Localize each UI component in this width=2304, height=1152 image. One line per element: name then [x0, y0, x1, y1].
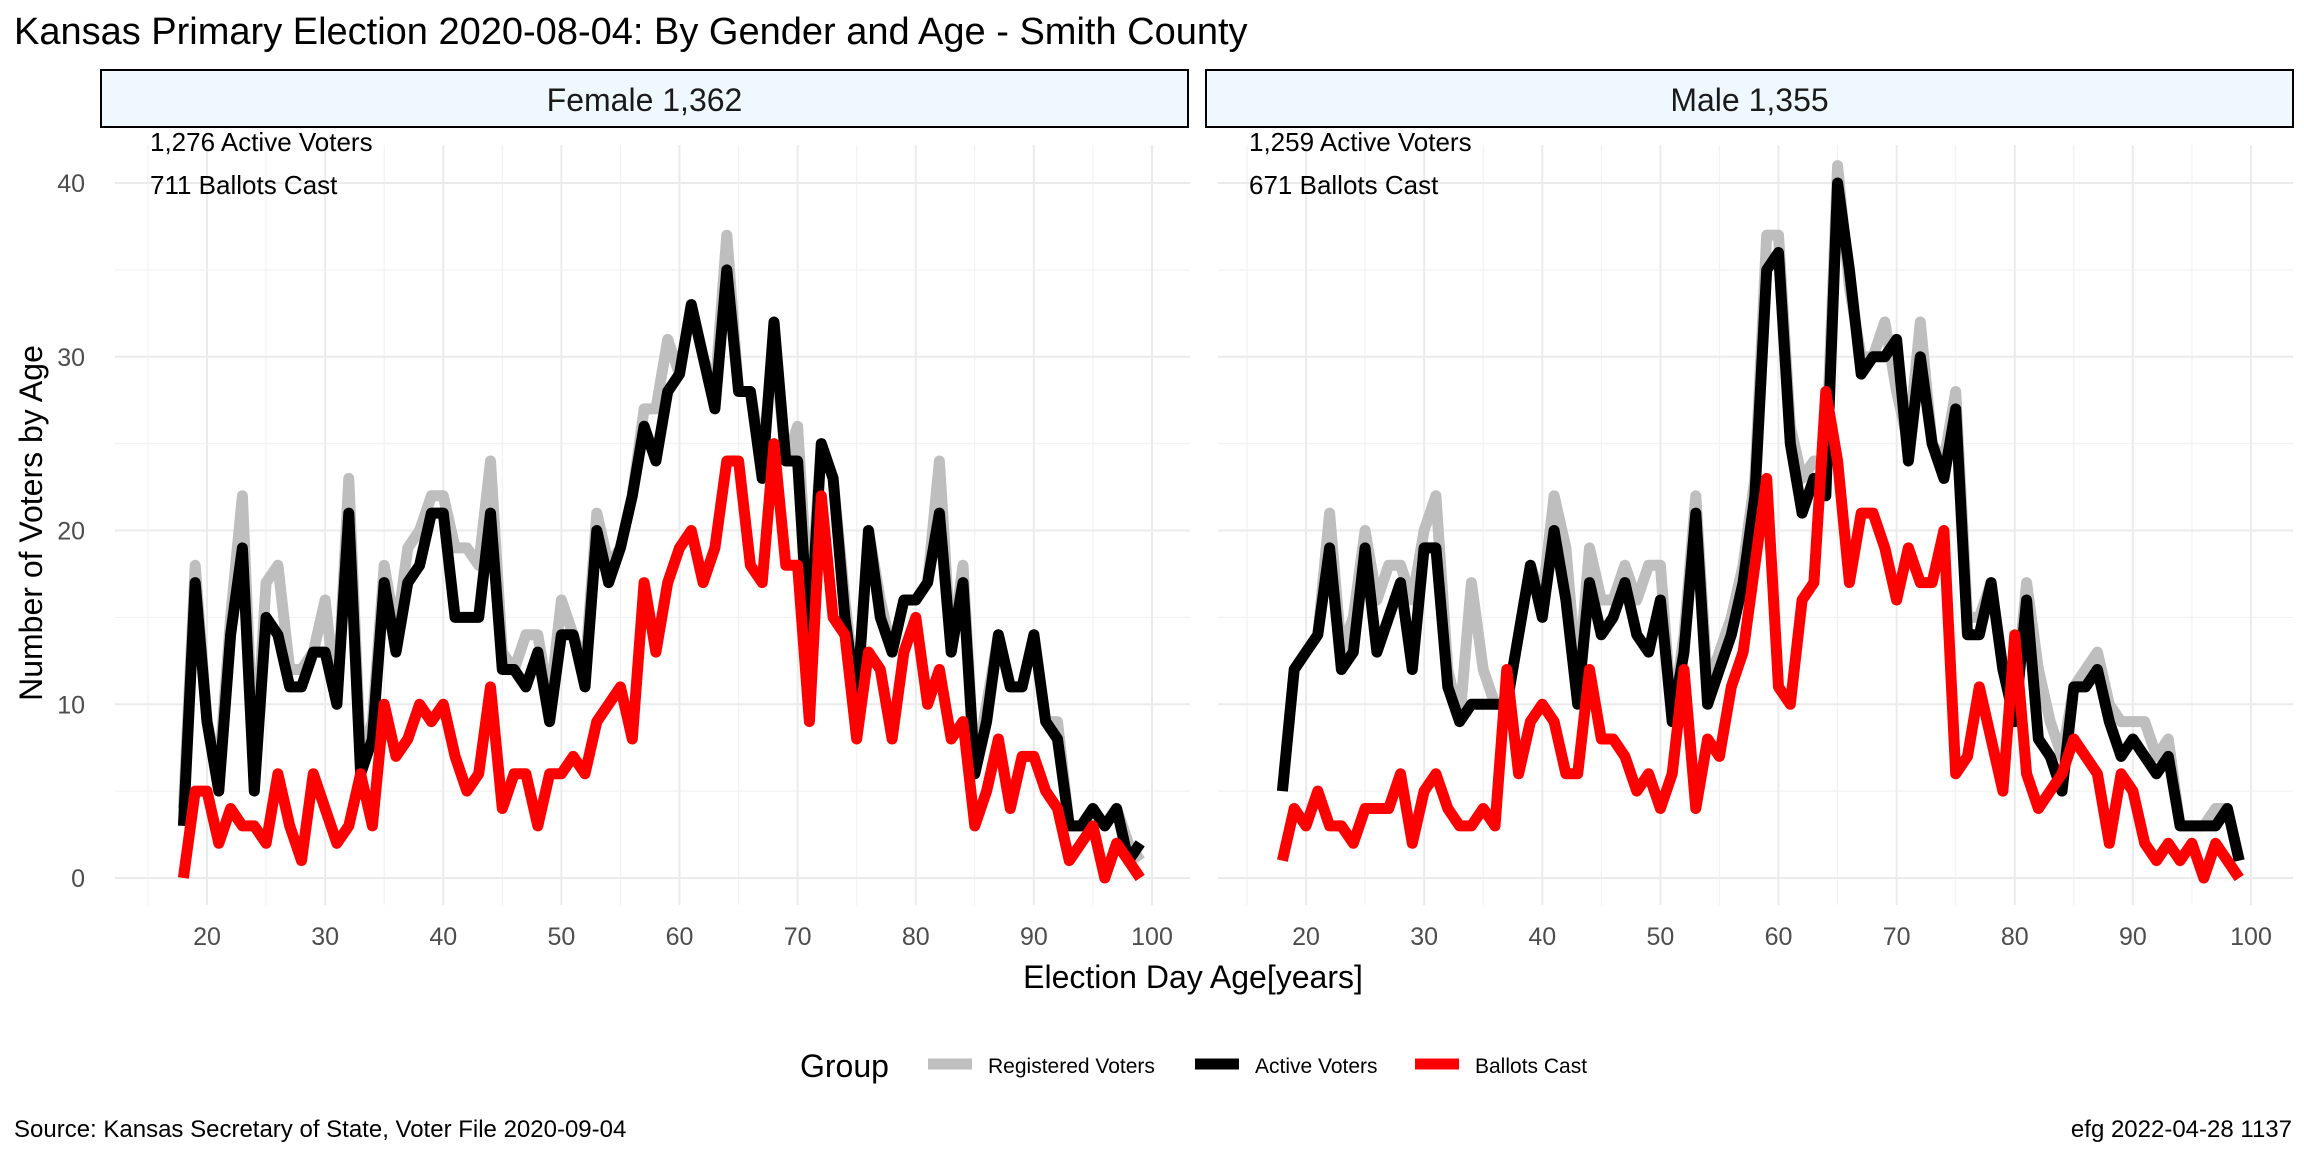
- panel-annotation: 1,276 Active Voters: [150, 127, 373, 157]
- facet-strip: [100, 69, 1189, 128]
- axes-text: 20 30 40 50 60 70 80 90 100 20 30 40 50 60 70 80 90 100 0 1…: [57, 170, 2272, 951]
- x-tick-label: 90: [2119, 923, 2147, 951]
- x-tick-label: 90: [1020, 923, 1048, 951]
- timestamp-note: efg 2022-04-28 1137: [2071, 1116, 2292, 1143]
- series-line-ballots-cast: [177, 438, 1145, 884]
- chart-title: Kansas Primary Election 2020-08-04: By G…: [14, 11, 1248, 53]
- y-tick-label: 20: [57, 518, 85, 546]
- panels: Female 1,362 1,276 Active Voters 711 Ballo…: [100, 69, 2294, 905]
- panel-annotation: 711 Ballots Cast: [150, 170, 338, 200]
- y-tick-label: 10: [57, 691, 85, 719]
- x-tick-label: 70: [1883, 923, 1911, 951]
- facet-label: Male 1,355: [1670, 82, 1828, 118]
- facet-strip: [1205, 69, 2294, 128]
- x-tick-label: 70: [784, 923, 812, 951]
- panel-male: Male 1,355 1,259 Active Voters 671 Ballots…: [1205, 69, 2294, 905]
- legend-label: Active Voters: [1255, 1055, 1378, 1078]
- x-tick-label: 80: [902, 923, 930, 951]
- source-note: Source: Kansas Secretary of State, Voter…: [14, 1116, 626, 1143]
- y-tick-label: 30: [57, 344, 85, 372]
- panel-annotation: 671 Ballots Cast: [1249, 170, 1439, 200]
- x-tick-label: 30: [311, 923, 339, 951]
- legend-label: Registered Voters: [988, 1055, 1155, 1078]
- x-tick-label: 80: [2001, 923, 2029, 951]
- x-tick-label: 30: [1410, 923, 1438, 951]
- x-tick-label: 100: [1131, 923, 1173, 951]
- panel-female: Female 1,362 1,276 Active Voters 711 Ballo…: [100, 69, 1190, 905]
- y-axis-label: Number of Voters by Age: [13, 345, 49, 701]
- legend-label: Ballots Cast: [1475, 1055, 1587, 1078]
- x-tick-label: 20: [1292, 923, 1320, 951]
- x-tick-label: 20: [193, 923, 221, 951]
- series-line-active-voters: [177, 264, 1145, 867]
- y-tick-label: 40: [57, 170, 85, 198]
- legend-title: Group: [800, 1048, 889, 1084]
- series-line-ballots-cast: [1277, 386, 2244, 884]
- x-tick-label: 60: [666, 923, 694, 951]
- x-tick-label: 40: [429, 923, 457, 951]
- y-tick-label: 0: [71, 865, 85, 893]
- x-tick-label: 50: [547, 923, 575, 951]
- series-line-active-voters: [1276, 177, 2245, 862]
- x-tick-label: 60: [1765, 923, 1793, 951]
- x-tick-label: 100: [2230, 923, 2272, 951]
- x-axis-label: Election Day Age[years]: [1023, 959, 1363, 995]
- x-tick-label: 40: [1528, 923, 1556, 951]
- facet-label: Female 1,362: [547, 82, 743, 118]
- x-tick-label: 50: [1646, 923, 1674, 951]
- panel-annotation: 1,259 Active Voters: [1249, 127, 1472, 157]
- legend: Group Registered Voters Active Voters Ball…: [800, 1048, 1587, 1084]
